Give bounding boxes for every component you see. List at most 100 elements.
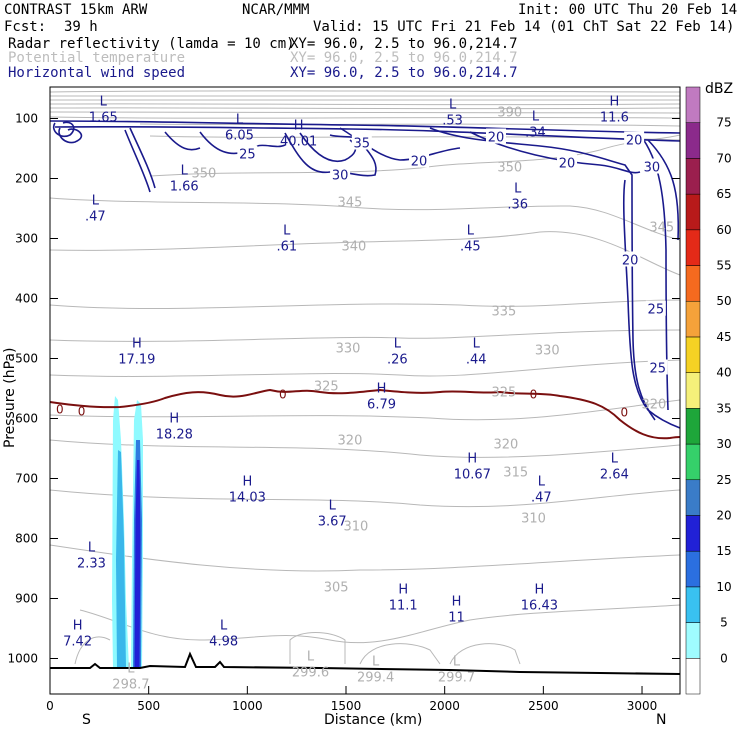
theta-contour-low [74,636,111,665]
theta-contour-top-8 [139,123,681,127]
extremum-value: 14.03 [229,490,266,505]
extremum-type: L [127,662,135,677]
field-reflectivity-name: Radar reflectivity (lamda = 10 cm) [8,36,295,52]
theta-contour-top-2 [49,95,681,97]
extremum-type: L [449,98,457,113]
theta-contour-label: 330 [535,344,560,359]
colorbar-swatch [685,586,701,623]
theta-contour-300 [79,604,681,644]
extremum-type: L [467,224,475,239]
wind-contour-13 [647,139,680,241]
extremum-value: 299.7 [438,670,475,685]
field-wind-name: Horizontal wind speed [8,65,185,81]
theta-contour-315 [49,439,681,458]
colorbar-swatch [685,372,701,409]
zero-contour-line [49,388,681,440]
theta-contour-label: 325 [491,386,516,401]
colorbar-swatch [685,515,701,552]
extremum-value: 7.42 [63,634,92,649]
extremum-type: H [169,411,179,426]
wind-label-bg [641,158,662,174]
y-tick-label: 1000 [7,652,38,666]
theta-contour-label: 330 [336,342,361,357]
theta-contour-345 [49,197,681,241]
extremum-type: H [132,336,142,351]
x-tick-label: 500 [137,699,160,713]
colorbar-swatch [685,229,701,266]
wind-contour-jet-lower [54,125,681,142]
extremum-value: .26 [387,352,408,367]
extremum-value: 17.19 [118,352,155,367]
colorbar-level-label: 5 [720,616,728,630]
wind-contour-jet-upper [49,120,681,134]
extremum-type: L [532,110,540,125]
extremum-type: L [453,654,461,669]
theta-contour-335 [49,299,681,309]
theta-contour-label: 305 [324,581,349,596]
theta-contour-label: 345 [649,221,674,236]
colorbar-swatch [685,479,701,516]
theta-contour-340 [49,231,681,276]
wind-contour-label: 30 [644,161,661,176]
extremum-value: 2.64 [600,468,629,483]
extremum-type: L [92,194,100,209]
reflectivity-shading [112,396,143,668]
colorbar-level-label: 60 [716,223,731,237]
extremum-value: 4.98 [209,634,238,649]
theta-contour-label: 350 [497,161,522,176]
extremum-value: .44 [466,352,487,367]
colorbar-level-label: 40 [716,366,731,380]
extremum-type: L [283,224,291,239]
x-axis-label: Distance (km) [324,712,422,728]
theta-contour-320 [49,399,681,421]
theta-contour-330 [49,329,681,342]
extremum-value: .47 [85,210,106,225]
y-tick-label: 500 [15,352,38,366]
extremum-type: H [294,119,304,134]
endpoint-right: N [656,712,666,728]
y-tick-label: 400 [15,292,38,306]
extremum-value: 298.7 [112,678,149,693]
extremum-type: L [372,654,380,669]
theta-contour-label: 335 [491,305,516,320]
extremum-type: L [88,540,96,555]
wind-label-bg [237,145,258,161]
extremum-type: L [181,164,189,179]
theta-contour-310 [49,489,681,508]
colorbar-level-label: 35 [716,401,731,415]
colorbar-swatch [685,193,701,231]
extremum-type: L [538,474,546,489]
wind-contour-1 [52,121,75,138]
colorbar-swatch [685,658,701,695]
extremum-type: L [236,113,244,128]
colorbar-swatch [685,336,701,373]
extremum-value: 6.05 [225,129,254,144]
theta-contour-top-5 [49,107,681,110]
x-tick-label: 1000 [232,699,263,713]
extremum-type: L [307,650,315,665]
extremum-type: H [452,594,462,609]
theta-contour-label: 320 [641,398,666,413]
extremum-value: 11.6 [600,111,629,126]
x-tick-label: 2500 [528,699,559,713]
field-theta-xy: XY= 96.0, 2.5 to 96.0,214.7 [290,50,518,66]
theta-contour-top-4 [49,103,681,106]
theta-contour-305 [49,544,681,572]
colorbar-swatch [685,158,701,195]
x-tick-label: 2000 [429,699,460,713]
theta-contour-label: 390 [497,105,522,120]
colorbar-level-label: 75 [716,116,731,130]
theta-contours [49,90,681,665]
theta-contour-label: 320 [338,434,363,449]
theta-contour-label: 320 [493,438,518,453]
extremum-value: 1.66 [170,180,199,195]
wind-label-bg [485,128,506,144]
colorbar-swatch [685,550,701,588]
extremum-type: L [394,336,402,351]
colorbar-level-label: 0 [720,651,728,665]
theta-contour-top-6 [49,111,681,114]
extremum-value: 3.67 [318,514,347,529]
